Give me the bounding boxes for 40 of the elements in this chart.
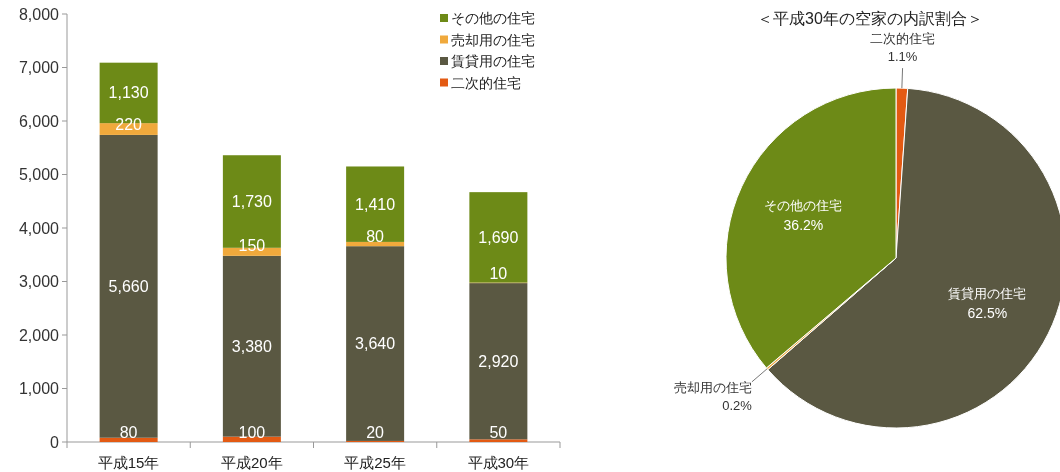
data-label: 1,690 [478,228,519,246]
y-tick-label: 1,000 [18,380,60,397]
x-tick-label: 平成25年 [344,453,406,471]
slice-label: 二次的住宅 [870,30,936,46]
y-tick-label: 3,000 [18,273,60,290]
data-label: 36.2% [783,217,824,234]
legend-label: 二次的住宅 [451,74,521,91]
y-tick-label: 4,000 [18,219,60,237]
data-label: 3,380 [231,337,272,355]
chart-title: ＜平成30年の空家の内訳割合＞ [757,9,983,27]
slice-label: 売却用の住宅 [673,380,752,396]
x-tick-label: 平成15年 [97,453,160,471]
data-label: 1,130 [108,84,149,102]
x-tick-label: 平成20年 [221,453,283,471]
legend-label: その他の住宅 [451,10,535,26]
data-label: 1.1% [887,48,918,64]
data-label: 10 [489,264,508,282]
x-tick-label: 平成30年 [467,453,530,471]
y-tick-label: 7,000 [18,59,60,76]
data-label: 0.2% [722,398,753,414]
data-label: 1,730 [231,193,272,211]
data-label: 3,640 [355,335,396,353]
data-label: 1,410 [355,195,396,213]
data-label: 80 [366,227,385,245]
data-label: 20 [366,423,385,441]
y-tick-label: 6,000 [18,112,60,130]
slice-label: その他の住宅 [764,197,843,213]
data-label: 80 [119,423,138,441]
data-label: 50 [489,423,508,441]
slice-label: 賃貸用の住宅 [948,285,1027,301]
data-label: 100 [238,423,266,441]
data-label: 62.5% [967,305,1008,322]
y-tick-label: 0 [50,433,60,451]
data-label: 2,920 [478,352,519,370]
y-tick-label: 5,000 [18,166,60,183]
legend-label: 売却用の住宅 [451,31,535,48]
data-label: 5,660 [108,277,149,295]
y-tick-label: 8,000 [18,5,60,23]
y-tick-label: 2,000 [18,326,60,344]
legend-label: 賃貸用の住宅 [451,53,535,69]
